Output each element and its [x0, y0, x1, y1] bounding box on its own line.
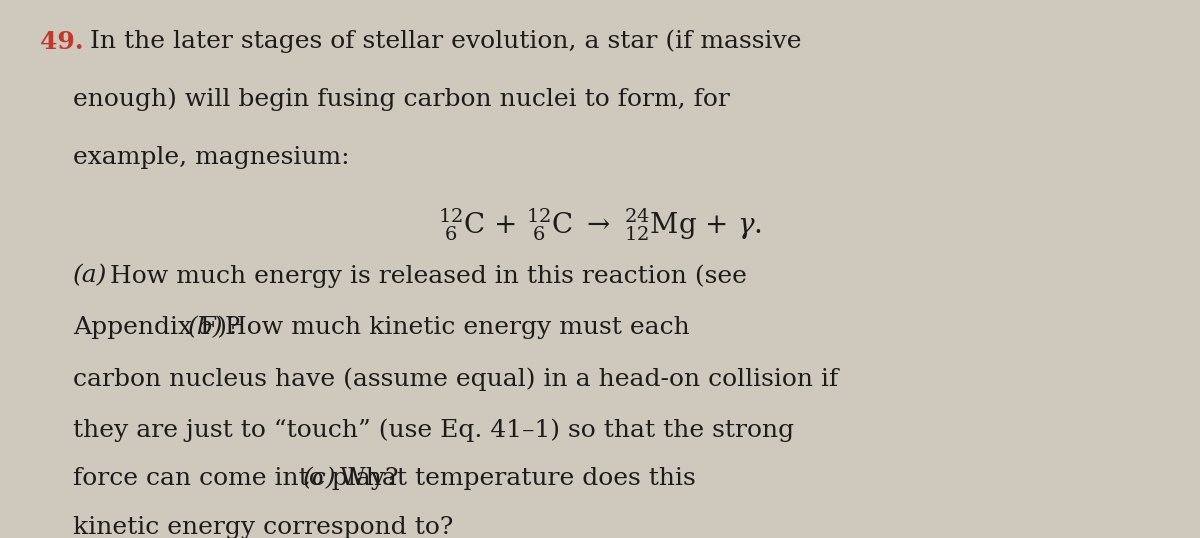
Text: they are just to “touch” (use Eq. 41–1) so that the strong: they are just to “touch” (use Eq. 41–1) … [73, 418, 794, 442]
Text: kinetic energy correspond to?: kinetic energy correspond to? [73, 516, 454, 538]
Text: What temperature does this: What temperature does this [331, 467, 696, 490]
Text: Appendix F)?: Appendix F)? [73, 316, 248, 339]
Text: example, magnesium:: example, magnesium: [73, 146, 350, 169]
Text: force can come into play?: force can come into play? [73, 467, 407, 490]
Text: 49.: 49. [40, 30, 84, 54]
Text: (c): (c) [302, 467, 336, 490]
Text: In the later stages of stellar evolution, a star (if massive: In the later stages of stellar evolution… [90, 30, 802, 53]
Text: $^{12}_{\ 6}$C + $^{12}_{\ 6}$C $\rightarrow$ $^{24}_{12}$Mg + $\gamma$.: $^{12}_{\ 6}$C + $^{12}_{\ 6}$C $\righta… [438, 207, 762, 243]
Text: (a): (a) [73, 265, 108, 288]
Text: How much kinetic energy must each: How much kinetic energy must each [217, 316, 690, 339]
Text: enough) will begin fusing carbon nuclei to form, for: enough) will begin fusing carbon nuclei … [73, 88, 730, 111]
Text: carbon nucleus have (assume equal) in a head-on collision if: carbon nucleus have (assume equal) in a … [73, 367, 839, 391]
Text: (b): (b) [188, 316, 223, 339]
Text: How much energy is released in this reaction (see: How much energy is released in this reac… [102, 265, 748, 288]
